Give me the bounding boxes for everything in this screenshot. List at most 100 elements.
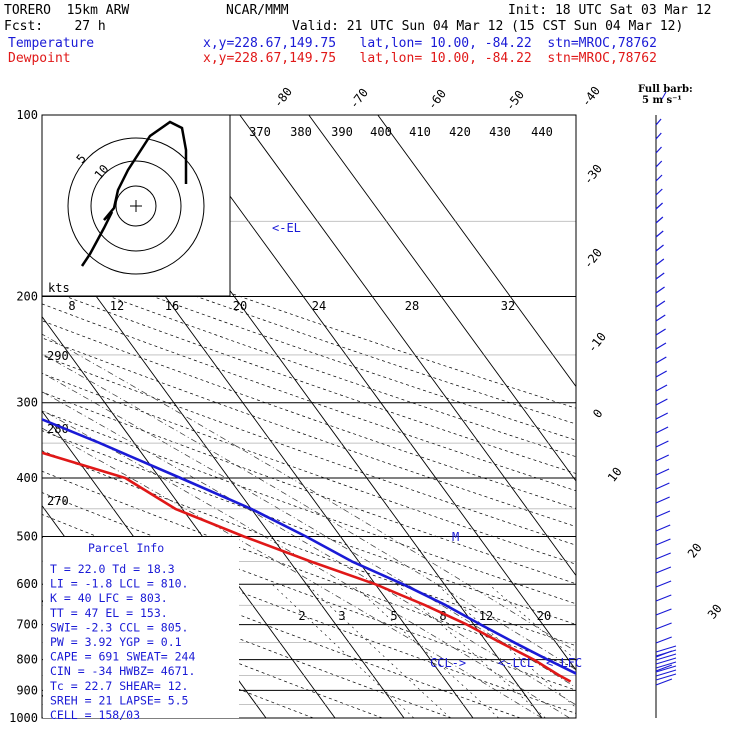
wind-barb xyxy=(655,636,672,644)
speed-label: 16 xyxy=(165,299,179,313)
mixing-ratio-line xyxy=(396,583,546,718)
temperature-legend: Temperature xyxy=(8,36,95,51)
pressure-label: 700 xyxy=(16,618,38,632)
wind-barb xyxy=(655,272,665,280)
level-marker-label: M xyxy=(452,530,459,544)
isotherm-line xyxy=(42,315,336,718)
dewpoint-profile xyxy=(42,451,572,683)
isotherm-line xyxy=(170,115,576,671)
level-marker-label: CCL-> xyxy=(430,656,466,670)
theta-label: 420 xyxy=(449,125,471,139)
wind-barb xyxy=(655,202,663,210)
wind-barb xyxy=(655,230,664,238)
wind-barb xyxy=(655,566,672,574)
wind-barb xyxy=(655,524,671,532)
mixing-ratio-label: 3 xyxy=(338,609,345,623)
wind-barb xyxy=(655,454,670,462)
wind-barb xyxy=(655,174,663,182)
level-marker-label: <-LCL xyxy=(498,656,534,670)
plot-frame xyxy=(41,114,577,719)
wind-barb xyxy=(655,314,666,322)
dewpoint-location: x,y=228.67,149.75 lat,lon= 10.00, -84.22… xyxy=(203,51,657,66)
level-marker-label: <-LFC xyxy=(546,656,582,670)
wind-barb xyxy=(655,669,677,677)
wind-barb xyxy=(655,608,672,616)
mixing-ratio-line xyxy=(306,583,451,718)
reference-barb xyxy=(661,91,667,100)
wind-barb xyxy=(655,132,662,140)
mixing-ratio-label: 5 xyxy=(390,609,397,623)
temperature-tick-label: -60 xyxy=(425,87,449,113)
theta-label: 440 xyxy=(531,125,553,139)
wind-barb xyxy=(655,412,669,420)
hodograph-ring xyxy=(115,185,157,227)
wind-barb xyxy=(655,398,668,406)
parcel-info-row: TT = 47 EL = 153. xyxy=(50,606,168,620)
wind-barb xyxy=(655,468,670,476)
wind-barb xyxy=(655,482,670,490)
wind-barb xyxy=(655,665,677,673)
mixing-ratio-line xyxy=(271,583,415,718)
theta-label: 430 xyxy=(489,125,511,139)
parcel-info-row: CIN = -34 HWBZ= 4671. xyxy=(50,664,195,678)
wind-barb xyxy=(655,342,667,350)
temperature-tick-label: 30 xyxy=(705,602,725,622)
wind-barb xyxy=(655,300,666,308)
wind-barb xyxy=(655,160,663,168)
wind-barb xyxy=(655,286,665,294)
wind-barb xyxy=(655,146,662,154)
wind-barb xyxy=(655,580,672,588)
wind-barb xyxy=(655,664,673,672)
temperature-tick-label: 0 xyxy=(590,406,605,420)
hodograph-trace xyxy=(80,120,188,267)
temperature-profile xyxy=(42,417,576,675)
wind-barb xyxy=(655,356,667,364)
parcel-info-row: CELL = 158/03 xyxy=(50,708,140,722)
wind-barb xyxy=(655,440,669,448)
pressure-label: 300 xyxy=(16,396,38,410)
wind-barb xyxy=(655,426,669,434)
wind-barb xyxy=(655,384,668,392)
wind-barb xyxy=(655,258,665,266)
barb-label: Full barb: xyxy=(638,84,693,95)
temperature-tick-label: -10 xyxy=(585,330,609,356)
parcel-info-row: CAPE = 691 SWEAT= 244 xyxy=(50,650,195,664)
dewpoint-legend: Dewpoint xyxy=(8,51,71,66)
mixing-ratio-label: 12 xyxy=(479,609,493,623)
wind-barb xyxy=(655,216,664,224)
temperature-tick-label: -30 xyxy=(581,162,605,188)
mixing-ratio-line xyxy=(488,583,576,661)
parcel-info-row: SWI= -2.3 CCL = 805. xyxy=(50,620,188,634)
pressure-label: 200 xyxy=(16,290,38,304)
forecast-hour: Fcst: 27 h xyxy=(4,19,106,34)
model-title: TORERO 15km ARW xyxy=(4,3,130,18)
temperature-tick-label: -70 xyxy=(347,86,371,112)
parcel-info-row: SREH = 21 LAPSE= 5.5 xyxy=(50,693,188,707)
level-marker-label: <-EL xyxy=(272,221,301,235)
parcel-info-box: Parcel Info T = 22.0 Td = 18.3LI = -1.8 L… xyxy=(43,537,239,722)
hodograph-unit-label: kts xyxy=(48,281,70,295)
parcel-info-row: T = 22.0 Td = 18.3 xyxy=(50,562,175,576)
isotherm-line xyxy=(42,221,405,718)
parcel-info-title: Parcel Info xyxy=(88,541,164,555)
barb-value: 5 m s⁻¹ xyxy=(642,95,682,106)
center-title: NCAR/MMM xyxy=(226,3,289,18)
hodograph-ring xyxy=(67,137,205,275)
wind-barb xyxy=(655,678,673,686)
speed-label: 12 xyxy=(110,299,124,313)
theta-label: 380 xyxy=(290,125,312,139)
wind-barb xyxy=(655,538,671,546)
wind-barb xyxy=(655,328,666,336)
parcel-info-row: PW = 3.92 YGP = 0.1 xyxy=(50,635,182,649)
wind-barb xyxy=(655,510,671,518)
pressure-label: 800 xyxy=(16,653,38,667)
hodograph-ring xyxy=(90,160,182,252)
speed-label: 28 xyxy=(405,299,419,313)
theta-label: 410 xyxy=(409,125,431,139)
dry-adiabat-label: 270 xyxy=(47,494,69,508)
pressure-label: 100 xyxy=(16,108,38,122)
theta-label: 370 xyxy=(249,125,271,139)
dry-adiabat-label: 280 xyxy=(47,422,69,436)
